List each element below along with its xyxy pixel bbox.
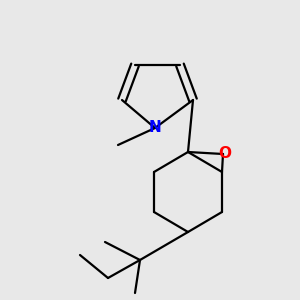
Text: O: O [218,146,232,161]
Text: N: N [148,121,161,136]
